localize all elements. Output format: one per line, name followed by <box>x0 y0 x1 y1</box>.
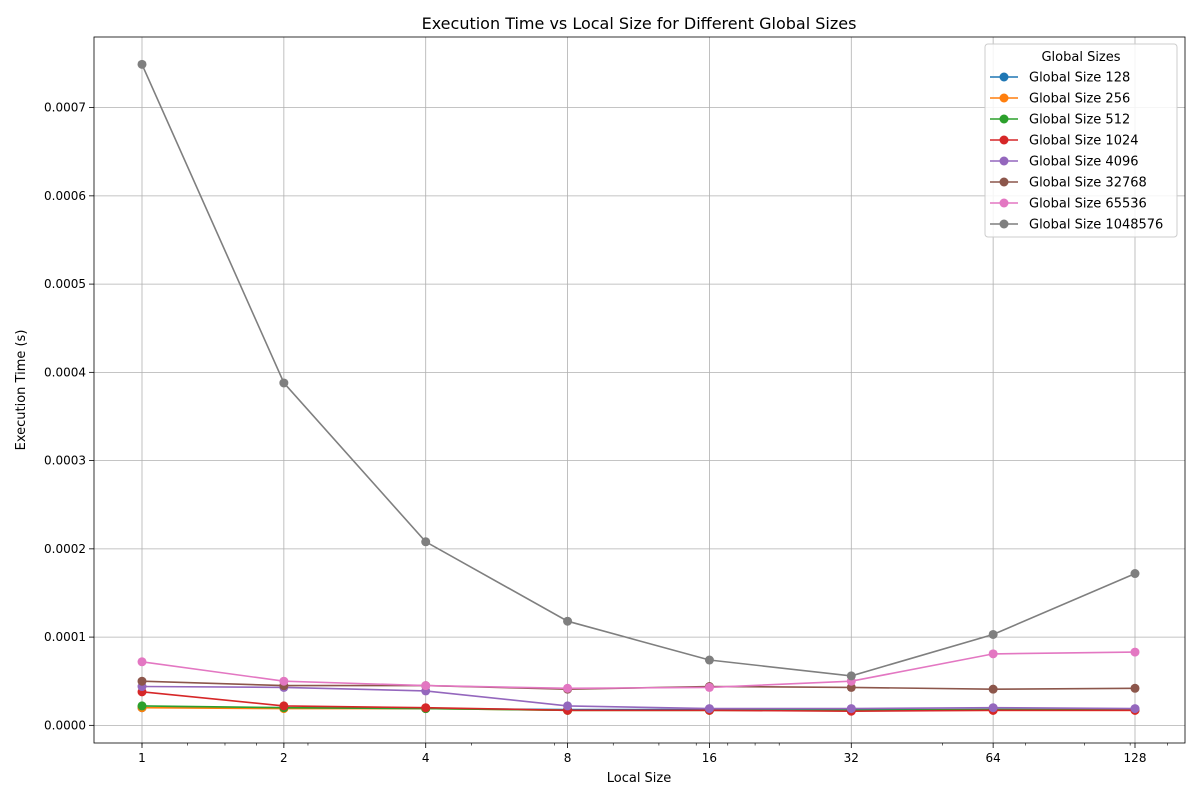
data-point <box>988 649 998 659</box>
legend-label: Global Size 65536 <box>1029 197 1147 212</box>
y-tick-label: 0.0005 <box>44 277 86 291</box>
legend-entry: Global Size 1024 <box>990 134 1139 149</box>
legend-marker <box>999 219 1009 229</box>
y-tick-label: 0.0006 <box>44 189 86 203</box>
legend-entry: Global Size 1048576 <box>990 218 1163 233</box>
legend-label: Global Size 4096 <box>1029 155 1139 170</box>
legend-label: Global Size 32768 <box>1029 176 1147 191</box>
y-tick-label: 0.0003 <box>44 454 86 468</box>
x-tick-label: 32 <box>844 751 859 765</box>
legend: Global Sizes Global Size 128 Global Size … <box>984 43 1178 238</box>
chart-title: Execution Time vs Local Size for Differe… <box>422 14 857 33</box>
x-tick-label: 1 <box>138 751 146 765</box>
legend-label: Global Size 128 <box>1029 71 1130 86</box>
x-tick-label: 64 <box>986 751 1001 765</box>
series-line <box>141 64 1136 677</box>
plot-frame <box>93 36 1186 744</box>
data-point <box>421 703 431 713</box>
y-tick-label: 0.0001 <box>44 630 86 644</box>
data-point <box>846 671 856 681</box>
legend-entry: Global Size 65536 <box>990 197 1147 212</box>
legend-label: Global Size 512 <box>1029 113 1130 128</box>
x-tick-label: 16 <box>702 751 717 765</box>
data-point <box>279 676 289 686</box>
data-point <box>279 378 289 388</box>
legend-entry: Global Size 256 <box>990 92 1130 107</box>
x-tick-label: 8 <box>564 751 572 765</box>
data-point <box>279 701 289 711</box>
data-point <box>563 616 573 626</box>
series-7 <box>137 647 1140 693</box>
data-point <box>1130 647 1140 657</box>
axis-ticks: 1 2 4 8 16 32 64 128 0.0000 0.0001 0.0002 0.0003 0.0… <box>44 101 1168 765</box>
series-group <box>137 59 1140 716</box>
x-tick-label: 2 <box>280 751 288 765</box>
legend-marker <box>999 72 1009 82</box>
data-point <box>137 701 147 711</box>
y-tick-label: 0.0002 <box>44 542 86 556</box>
legend-entry: Global Size 512 <box>990 113 1130 128</box>
data-point <box>1130 569 1140 579</box>
data-point <box>137 676 147 686</box>
data-point <box>563 701 573 711</box>
data-point <box>421 537 431 547</box>
legend-marker <box>999 135 1009 145</box>
data-point <box>421 681 431 691</box>
data-point <box>704 704 714 714</box>
data-point <box>704 682 714 692</box>
legend-label: Global Size 1048576 <box>1029 218 1163 233</box>
data-point <box>137 657 147 667</box>
data-point <box>988 703 998 713</box>
y-axis-label: Execution Time (s) <box>14 330 29 451</box>
x-tick-label: 128 <box>1124 751 1147 765</box>
data-point <box>137 59 147 69</box>
y-tick-label: 0.0000 <box>44 718 86 732</box>
data-point <box>1130 704 1140 714</box>
data-point <box>704 655 714 665</box>
series-line <box>141 685 1136 710</box>
legend-marker <box>999 93 1009 103</box>
data-point <box>988 684 998 694</box>
legend-entry: Global Size 128 <box>990 71 1130 86</box>
data-point <box>563 683 573 693</box>
y-tick-label: 0.0004 <box>44 365 86 379</box>
legend-marker <box>999 114 1009 124</box>
legend-entry: Global Size 32768 <box>990 176 1147 191</box>
legend-entry: Global Size 4096 <box>990 155 1139 170</box>
data-point <box>988 629 998 639</box>
legend-marker <box>999 198 1009 208</box>
series-8 <box>137 59 1140 681</box>
legend-label: Global Size 256 <box>1029 92 1130 107</box>
legend-marker <box>999 177 1009 187</box>
data-point <box>846 704 856 714</box>
legend-box <box>984 43 1178 238</box>
legend-title: Global Sizes <box>1041 50 1120 65</box>
x-axis-label: Local Size <box>607 771 672 786</box>
data-point <box>1130 683 1140 693</box>
series-line <box>141 691 1135 713</box>
data-point <box>846 682 856 692</box>
legend-marker <box>999 156 1009 166</box>
x-tick-label: 4 <box>422 751 430 765</box>
y-tick-label: 0.0007 <box>44 101 86 115</box>
series-line <box>141 651 1136 690</box>
legend-label: Global Size 1024 <box>1029 134 1139 149</box>
